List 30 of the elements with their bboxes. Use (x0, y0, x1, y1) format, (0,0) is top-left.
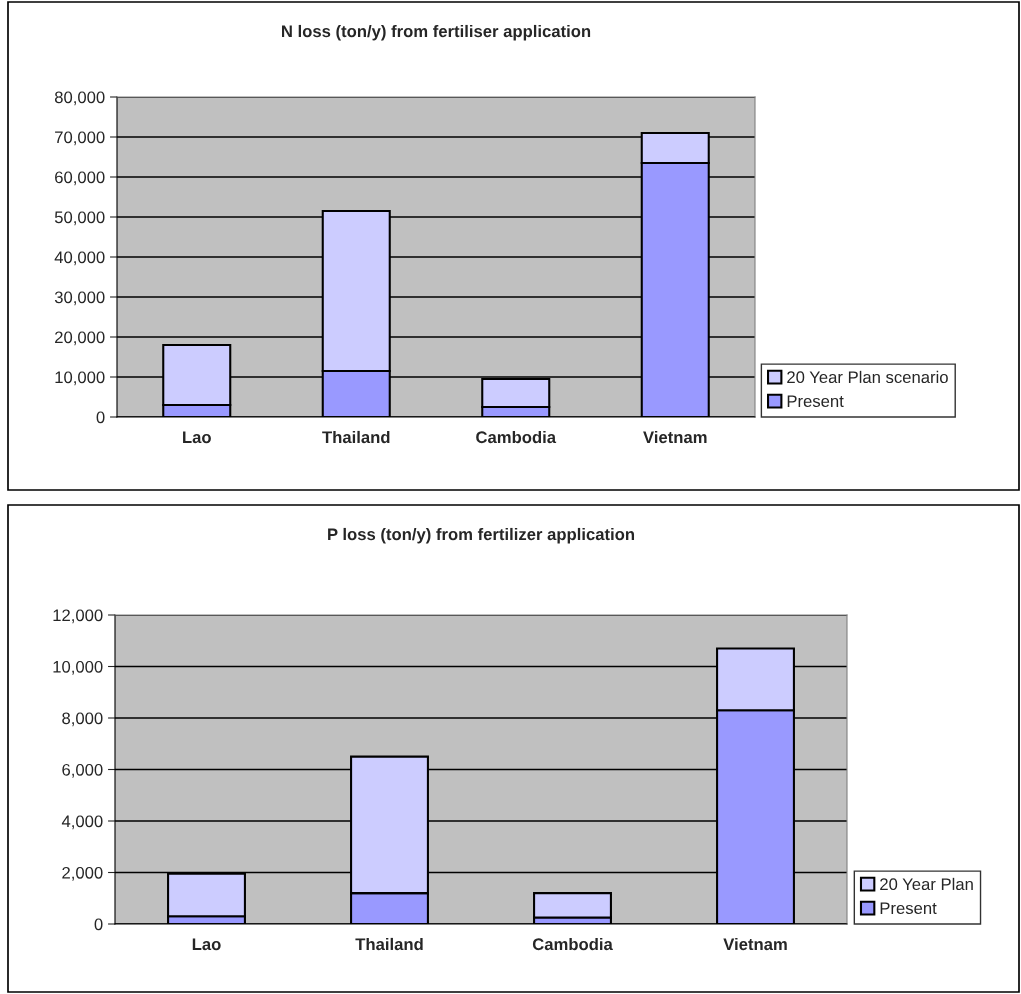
legend-label: Present (880, 902, 937, 915)
y-tick-label: 4,000 (61, 815, 103, 830)
y-tick-label: 80,000 (54, 91, 105, 106)
chart-title: P loss (ton/y) from fertilizer application (328, 527, 635, 544)
x-tick-label: Vietnam (723, 937, 787, 951)
chart-title: N loss (ton/y) from fertiliser application (282, 24, 591, 41)
x-tick-label: Lao (192, 938, 221, 951)
legend-label: 20 Year Plan (880, 877, 973, 891)
x-tick-label: Cambodia (532, 937, 613, 951)
y-tick-label: 0 (94, 918, 103, 931)
y-tick-label: 10,000 (53, 660, 103, 675)
x-tick-label: Thailand (355, 937, 423, 951)
x-tick-label: Thailand (322, 430, 390, 444)
y-tick-label: 30,000 (54, 291, 105, 306)
y-tick-label: 8,000 (62, 712, 103, 727)
x-tick-label: Lao (183, 431, 211, 444)
y-tick-label: 40,000 (54, 251, 105, 266)
y-tick-label: 10,000 (55, 371, 105, 386)
legend-label: 20 Year Plan scenario (787, 370, 948, 384)
y-tick-label: 0 (96, 411, 105, 424)
y-tick-label: 2,000 (62, 866, 103, 881)
y-tick-label: 50,000 (54, 211, 105, 226)
y-tick-label: 20,000 (55, 331, 105, 346)
y-tick-label: 12,000 (53, 609, 103, 624)
legend-label: Present (787, 395, 844, 408)
x-tick-label: Vietnam (643, 430, 707, 444)
y-tick-label: 6,000 (62, 763, 103, 778)
y-tick-label: 70,000 (55, 131, 105, 146)
x-tick-label: Cambodia (476, 430, 557, 444)
y-tick-label: 60,000 (55, 171, 105, 186)
